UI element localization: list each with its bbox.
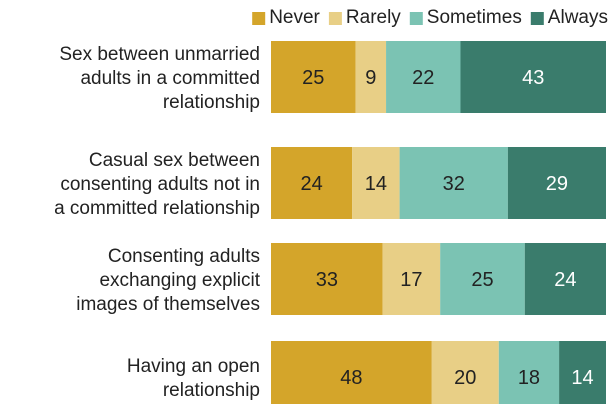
legend-item-sometimes: Sometimes [409,7,522,28]
bar-segment-rarely-1 [352,147,400,219]
legend-label-never: Never [269,7,320,28]
category-labels: Sex between unmarried adults in a committ… [54,44,261,401]
bar-segment-rarely-3 [431,341,499,404]
data-label-always-0: 43 [522,67,544,89]
legend-swatch-rarely [328,12,342,25]
data-label-rarely-0: 9 [365,67,376,89]
data-label-always-3: 14 [571,367,593,389]
data-label-never-3: 48 [340,367,362,389]
bar-segment-sometimes-1 [399,147,508,219]
bar-segment-always-1 [507,147,606,219]
data-label-never-1: 24 [300,173,322,195]
bars: 25 9 22 43 24 14 32 29 33 17 25 24 48 20 18 14 [271,41,606,404]
bar-segment-sometimes-0 [386,41,461,113]
category-label-0-line-0: Sex between unmarried [59,44,260,65]
bar-segment-never-0 [271,41,356,113]
data-label-rarely-2: 17 [400,269,422,291]
category-label-1-line-2: a committed relationship [54,198,260,219]
legend-item-never: Never [252,7,321,28]
data-label-rarely-3: 20 [454,367,476,389]
data-label-sometimes-3: 18 [518,367,540,389]
legend-item-always: Always [530,7,608,28]
data-label-never-2: 33 [316,269,338,291]
category-label-3-line-0: Having an open [127,356,260,377]
category-label-0-line-1: adults in a committed [80,68,260,89]
data-label-rarely-1: 14 [365,173,387,195]
category-label-3-line-1: relationship [163,380,260,401]
data-label-sometimes-0: 22 [412,67,434,89]
category-label-1-line-0: Casual sex between [89,150,260,171]
legend-swatch-always [530,12,544,25]
bar-segment-sometimes-2 [440,243,525,315]
bar-row-0: 25 9 22 43 [271,41,606,113]
data-label-always-1: 29 [546,173,568,195]
legend-item-rarely: Rarely [328,7,401,28]
legend-label-always: Always [548,7,608,28]
bar-segment-always-3 [559,341,606,404]
bar-row-1: 24 14 32 29 [271,147,606,219]
legend-swatch-never [252,12,266,25]
bar-segment-never-1 [271,147,353,219]
bar-segment-never-2 [271,243,383,315]
legend-label-sometimes: Sometimes [427,7,522,28]
bar-segment-sometimes-3 [498,341,560,404]
data-label-always-2: 24 [554,269,576,291]
legend-swatch-sometimes [409,12,423,25]
data-label-sometimes-1: 32 [443,173,465,195]
category-label-2-line-1: exchanging explicit [99,270,260,291]
bar-segment-rarely-2 [382,243,441,315]
data-label-sometimes-2: 25 [471,269,493,291]
bar-row-3: 48 20 18 14 [271,341,606,404]
bar-row-2: 33 17 25 24 [271,243,606,315]
bar-segment-rarely-0 [355,41,387,113]
category-label-2-line-0: Consenting adults [108,246,260,267]
bar-segment-never-3 [271,341,432,404]
legend-label-rarely: Rarely [346,7,401,28]
category-label-1-line-1: consenting adults not in [60,174,260,195]
bar-segment-always-2 [524,243,606,315]
bar-segment-always-0 [460,41,606,113]
legend: Never Rarely Sometimes Always [252,7,608,28]
data-label-never-0: 25 [302,67,324,89]
category-label-2-line-2: images of themselves [76,294,260,315]
category-label-0-line-2: relationship [163,92,260,113]
